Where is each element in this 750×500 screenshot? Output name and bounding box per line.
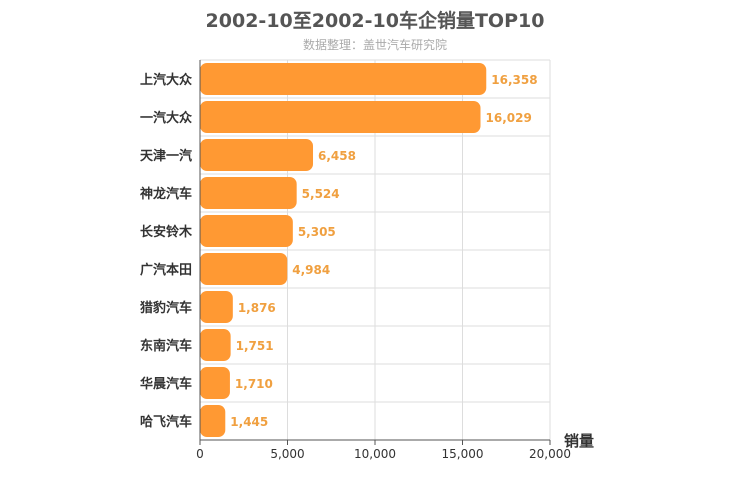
category-label: 猎豹汽车 xyxy=(140,300,192,316)
category-label: 哈飞汽车 xyxy=(140,414,192,430)
category-label: 一汽大众 xyxy=(140,110,192,126)
category-label: 长安铃木 xyxy=(140,224,193,240)
data-label: 1,710 xyxy=(235,377,273,391)
bar xyxy=(200,253,288,285)
data-label: 16,358 xyxy=(491,73,537,87)
x-tick-label: 20,000 xyxy=(529,447,571,461)
data-label: 1,876 xyxy=(238,301,276,315)
bar xyxy=(200,405,226,437)
category-label: 上汽大众 xyxy=(140,72,192,88)
category-label: 广汽本田 xyxy=(140,262,192,278)
chart-title: 2002-10至2002-10车企销量TOP10 xyxy=(205,10,545,32)
x-tick-label: 15,000 xyxy=(442,447,484,461)
x-tick-label: 0 xyxy=(196,447,204,461)
bar xyxy=(200,367,230,399)
data-label: 1,445 xyxy=(230,415,268,429)
bar xyxy=(200,139,314,171)
bar xyxy=(200,291,233,323)
bar xyxy=(200,177,297,209)
category-label: 东南汽车 xyxy=(140,338,192,354)
bar xyxy=(200,101,481,133)
x-axis-title: 销量 xyxy=(564,432,594,450)
bar xyxy=(200,63,487,95)
data-label: 1,751 xyxy=(236,339,274,353)
category-label: 华晨汽车 xyxy=(140,376,192,392)
x-tick-label: 5,000 xyxy=(270,447,304,461)
x-tick-label: 10,000 xyxy=(354,447,396,461)
data-label: 5,305 xyxy=(298,225,336,239)
category-label: 神龙汽车 xyxy=(140,186,192,202)
chart-subtitle: 数据整理：盖世汽车研究院 xyxy=(302,38,447,52)
data-label: 5,524 xyxy=(302,187,340,201)
bar xyxy=(200,329,231,361)
bar xyxy=(200,215,293,247)
category-label: 天津一汽 xyxy=(140,148,192,164)
data-label: 4,984 xyxy=(292,263,330,277)
data-label: 16,029 xyxy=(486,111,532,125)
data-label: 6,458 xyxy=(318,149,356,163)
